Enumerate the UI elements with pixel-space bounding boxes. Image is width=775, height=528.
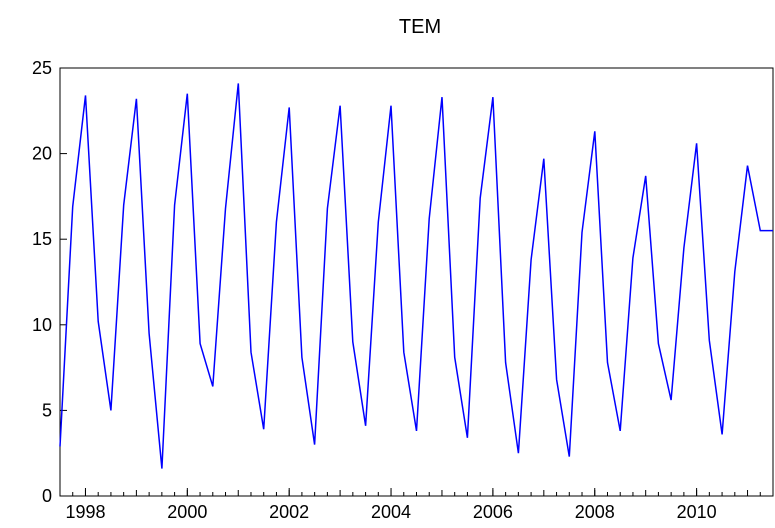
x-tick-label: 2006 [473, 502, 513, 522]
x-tick-label: 2000 [167, 502, 207, 522]
plot-frame [59, 67, 774, 497]
y-tick-label: 20 [32, 144, 52, 164]
y-tick-label: 0 [42, 486, 52, 506]
series-layer [59, 83, 773, 469]
x-tick-label: 2002 [269, 502, 309, 522]
chart-title: TEM [399, 16, 441, 38]
y-tick-label: 5 [42, 400, 52, 420]
axes: 0 5 10 15 20 25 1998 2000 2002 2004 2006 2008 2010 [32, 58, 774, 522]
x-tick-label: 2010 [677, 502, 717, 522]
series-line-tem [59, 83, 773, 469]
y-tick-label: 10 [32, 315, 52, 335]
y-tick-label: 25 [32, 58, 52, 78]
y-tick-label: 15 [32, 229, 52, 249]
x-tick-label: 2008 [575, 502, 615, 522]
x-tick-label: 1998 [65, 502, 105, 522]
x-tick-label: 2004 [371, 502, 411, 522]
